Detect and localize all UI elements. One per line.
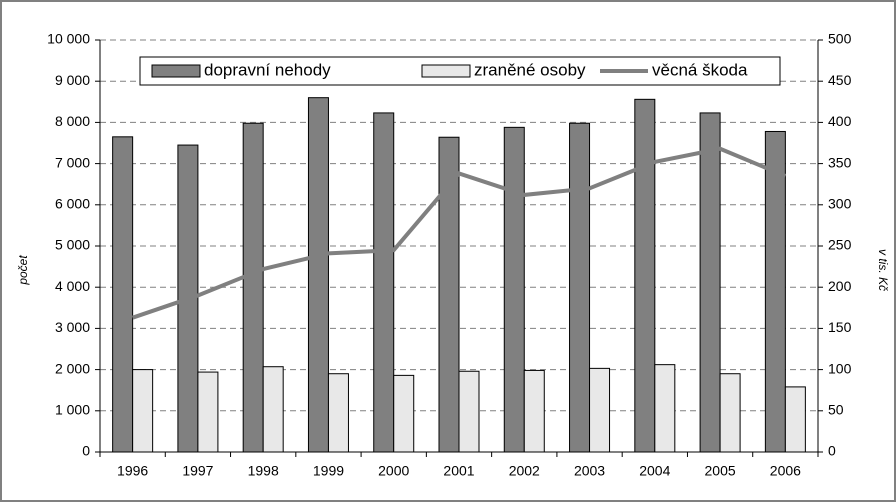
x-tick-label: 1996	[117, 463, 148, 479]
y-tick-label: 2 000	[55, 360, 90, 376]
x-tick-label: 2003	[574, 463, 605, 479]
y2-tick-label: 0	[828, 443, 836, 459]
legend-swatch	[151, 64, 201, 78]
bar	[262, 366, 284, 453]
bar	[523, 369, 545, 453]
y2-tick-label: 500	[828, 31, 852, 47]
bar	[589, 367, 611, 453]
bar	[373, 112, 395, 453]
x-tick-label: 1997	[182, 463, 213, 479]
x-tick-label: 2005	[705, 463, 736, 479]
y-tick-label: 4 000	[55, 278, 90, 294]
bar	[719, 373, 741, 453]
y2-tick-label: 50	[828, 402, 844, 418]
bar	[132, 369, 154, 453]
legend-label: dopravní nehody	[204, 60, 331, 79]
bar	[112, 136, 134, 453]
y-tick-label: 8 000	[55, 113, 90, 129]
x-tick-label: 2000	[378, 463, 409, 479]
bar	[307, 97, 329, 453]
legend-label: věcná škoda	[652, 60, 748, 79]
bar	[569, 122, 591, 453]
y2-tick-label: 200	[828, 278, 852, 294]
bar	[242, 122, 264, 453]
y2-tick-label: 400	[828, 113, 852, 129]
y-axis-label: počet	[16, 255, 30, 286]
y-tick-label: 1 000	[55, 402, 90, 418]
y-tick-label: 10 000	[47, 31, 90, 47]
y2-tick-label: 150	[828, 319, 852, 335]
bar	[393, 374, 415, 453]
y-tick-label: 3 000	[55, 319, 90, 335]
bar	[327, 373, 349, 453]
y2-tick-label: 100	[828, 360, 852, 376]
y2-axis-label: v tis. Kč	[876, 249, 890, 291]
y2-tick-label: 300	[828, 196, 852, 212]
bar	[503, 126, 525, 453]
y-tick-label: 9 000	[55, 72, 90, 88]
legend-swatch	[421, 64, 471, 78]
y2-tick-label: 350	[828, 154, 852, 170]
bar	[764, 130, 786, 453]
bar	[699, 112, 721, 453]
y-tick-label: 6 000	[55, 196, 90, 212]
y-tick-label: 7 000	[55, 154, 90, 170]
y2-tick-label: 250	[828, 237, 852, 253]
x-tick-label: 1999	[313, 463, 344, 479]
y2-tick-label: 450	[828, 72, 852, 88]
x-tick-label: 2006	[770, 463, 801, 479]
y-tick-label: 0	[82, 443, 90, 459]
bar	[634, 98, 656, 453]
bar	[654, 364, 676, 453]
x-tick-label: 2001	[443, 463, 474, 479]
y-tick-label: 5 000	[55, 237, 90, 253]
line-series	[131, 146, 787, 320]
x-tick-label: 2002	[509, 463, 540, 479]
x-tick-label: 1998	[248, 463, 279, 479]
bar	[197, 371, 219, 453]
legend-label: zraněné osoby	[474, 60, 586, 79]
x-tick-label: 2004	[639, 463, 670, 479]
bar	[458, 370, 480, 453]
bar	[784, 386, 806, 453]
